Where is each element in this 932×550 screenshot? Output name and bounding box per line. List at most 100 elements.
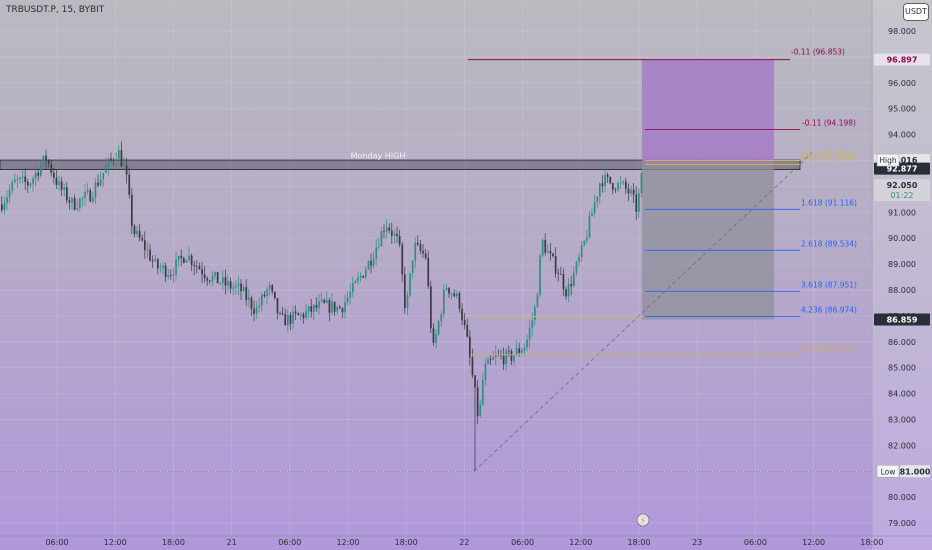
candle-body <box>419 244 422 251</box>
candle-body <box>380 231 383 247</box>
candle-body <box>614 189 617 191</box>
candle-body <box>313 304 315 312</box>
candle-body <box>34 172 37 179</box>
candle-body <box>635 194 638 212</box>
price-tick-label: 90.000 <box>888 234 916 243</box>
price-tick-label: 83.000 <box>888 416 916 425</box>
price-tick-label: 79.000 <box>888 519 916 528</box>
candle-body <box>19 177 21 179</box>
candle-body <box>489 359 492 361</box>
candle-body <box>157 259 159 269</box>
time-tick-label: 18:00 <box>860 538 883 547</box>
candle-body <box>487 359 489 365</box>
candle-body <box>510 351 513 362</box>
candle-body <box>6 197 8 204</box>
candle-body <box>276 298 279 314</box>
candle-body <box>164 265 167 277</box>
candle-body <box>42 155 45 166</box>
candle-body <box>110 158 112 160</box>
candle-body <box>45 155 47 161</box>
candle-body <box>318 301 320 308</box>
time-tick-label: 12:00 <box>336 538 359 547</box>
candle-body <box>471 357 474 376</box>
candle-body <box>593 202 596 214</box>
candle-body <box>430 286 432 329</box>
candle-body <box>375 247 378 259</box>
price-tick-label: 89.000 <box>888 260 916 269</box>
candle-body <box>619 182 622 184</box>
candle-body <box>14 179 16 183</box>
candle-body <box>544 240 547 253</box>
candle-body <box>617 182 619 190</box>
candle-body <box>235 285 237 288</box>
price-tick-label: 86.000 <box>888 338 916 347</box>
candle-body <box>393 233 396 236</box>
price-tick-label: 98.000 <box>888 27 916 36</box>
candle-body <box>344 302 346 313</box>
candle-body <box>307 306 310 312</box>
candle-body <box>84 192 86 198</box>
candle-body <box>287 314 289 326</box>
candle-body <box>528 327 531 340</box>
candle-body <box>185 259 188 263</box>
low-price-tag: 81.000 <box>900 467 931 476</box>
candle-body <box>599 183 601 197</box>
candle-body <box>383 231 385 233</box>
candle-body <box>461 308 463 321</box>
low-price-tag-bg <box>900 465 930 478</box>
time-tick-label: 23 <box>692 538 702 547</box>
fib-label: 4.236 (86.974) <box>801 306 857 315</box>
candle-body <box>232 287 235 289</box>
candle-body <box>588 215 591 238</box>
fib-label: 3.618 (87.951) <box>801 280 857 289</box>
high-price-tag: 93.016 <box>887 156 918 165</box>
candle-body <box>370 261 372 266</box>
candle-body <box>167 275 170 277</box>
candle-body <box>245 287 248 300</box>
candle-body <box>388 227 391 231</box>
candle-body <box>495 354 497 358</box>
candle-body <box>539 255 541 295</box>
candle-body <box>94 182 97 198</box>
candle-body <box>357 277 359 282</box>
time-tick-label: 22 <box>459 538 469 547</box>
candle-body <box>586 237 588 241</box>
candle-body <box>118 150 120 159</box>
candle-body <box>131 194 133 226</box>
candle-body <box>409 273 411 296</box>
candle-body <box>248 297 250 300</box>
candle-body <box>133 225 136 235</box>
candle-body <box>359 275 362 278</box>
candle-body <box>518 348 521 353</box>
candle-body <box>469 336 471 358</box>
currency-button[interactable]: USDT <box>903 3 929 21</box>
candle-body <box>190 255 193 265</box>
candle-body <box>378 246 380 248</box>
candle-body <box>578 257 580 262</box>
candle-body <box>253 308 255 314</box>
candle-body <box>437 321 440 335</box>
trend-line <box>473 152 813 472</box>
candle-body <box>172 274 175 276</box>
candle-body <box>625 181 627 189</box>
candle-body <box>105 166 107 173</box>
candle-body <box>146 249 149 251</box>
candle-body <box>60 181 63 190</box>
candle-body <box>261 294 263 306</box>
candle-body <box>541 240 544 256</box>
candle-body <box>120 150 123 167</box>
candle-body <box>328 299 331 313</box>
candle-body <box>570 284 573 287</box>
candle-body <box>227 281 229 286</box>
candle-body <box>209 280 211 282</box>
candle-body <box>549 251 552 254</box>
candle-body <box>557 273 560 275</box>
candle-body <box>422 250 424 254</box>
candle-body <box>341 308 344 313</box>
candle-body <box>136 230 138 235</box>
candle-body <box>292 311 294 324</box>
candle-body <box>463 320 466 325</box>
candle-body <box>170 275 172 277</box>
